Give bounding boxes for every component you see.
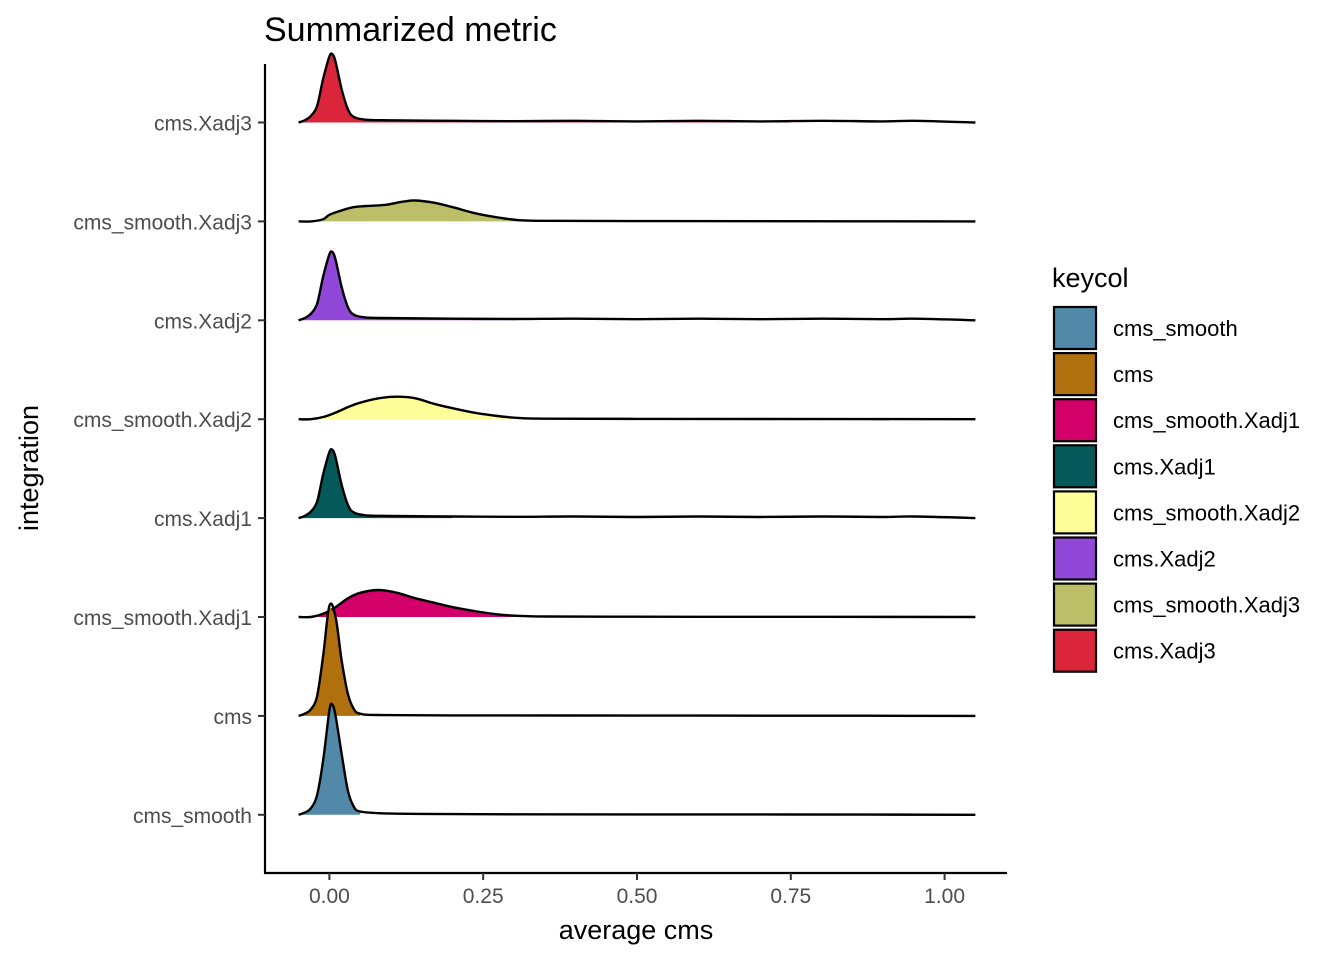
ridge-line-cms-xadj2 [298,250,976,322]
y-ticks: cms_smooth cms cms_smooth.Xadj1 cms.Xadj1 cm… [73,113,265,828]
legend-label-cms-xadj2: cms.Xadj2 [1113,547,1216,572]
ridge-fill-cms-smooth-xadj2 [298,396,521,420]
ridge-cms [298,602,976,718]
x-tick-label-0: 0.00 [309,885,350,908]
x-tick-label-1: 0.25 [463,885,504,908]
x-tick-label-2: 0.50 [617,885,658,908]
ridge-line-cms [298,602,976,718]
y-tick-label-cms-smooth-xadj2: cms_smooth.Xadj2 [73,409,252,432]
legend-swatch-cms-smooth [1052,305,1098,351]
legend-swatch-cms-smooth-xadj2 [1052,490,1098,535]
y-tick-label-cms-xadj1: cms.Xadj1 [154,508,252,531]
ridge-fill-cms-smooth [298,704,361,815]
ridge-cms-xadj1 [298,447,976,520]
y-tick-label-cms-xadj2: cms.Xadj2 [154,310,252,333]
ridge-fill-cms-xadj2 [298,252,514,321]
ridge-fill-cms-smooth-xadj3 [298,200,521,222]
ridge-line-cms-smooth-xadj2 [298,395,976,421]
ridge-cms-smooth-xadj2 [298,395,976,421]
ridge-line-cms-smooth [298,702,976,816]
y-axis-label: integration [14,405,44,531]
legend-label-cms-xadj3: cms.Xadj3 [1113,639,1216,664]
ridge-fill-cms-xadj3 [298,54,791,123]
ridge-line-cms-xadj3 [298,52,976,124]
legend-swatch-cms-xadj1 [1052,444,1098,489]
ridge-cms-xadj2 [298,250,976,322]
legend-label-cms-smooth-xadj1: cms_smooth.Xadj1 [1113,408,1300,433]
y-tick-label-cms-smooth-xadj1: cms_smooth.Xadj1 [73,607,252,630]
x-axis-label: average cms [559,915,714,945]
ridge-line-cms-xadj1 [298,447,976,520]
ridges-layer [298,52,976,816]
legend-swatch-cms-smooth-xadj1 [1052,398,1098,443]
legend-swatch-cms-xadj2 [1052,536,1098,581]
ridge-cms-smooth-xadj1 [298,588,976,619]
legend-swatch-cms-smooth-xadj3 [1052,582,1098,627]
legend-title: keycol [1052,263,1129,293]
y-tick-label-cms-smooth-xadj3: cms_smooth.Xadj3 [73,211,252,234]
ridge-fill-cms [298,605,361,716]
ridge-line-cms-smooth-xadj1 [298,588,976,619]
chart-title: Summarized metric [264,11,557,49]
ridge-cms-smooth [298,702,976,816]
ridge-line-cms-smooth-xadj3 [298,199,976,223]
x-tick-label-4: 1.00 [924,885,965,908]
legend-label-cms-smooth-xadj2: cms_smooth.Xadj2 [1113,500,1300,525]
y-tick-label-cms-smooth: cms_smooth [133,805,252,828]
legend-label-cms-smooth-xadj3: cms_smooth.Xadj3 [1113,593,1300,618]
legend-label-cms-smooth: cms_smooth [1113,316,1238,341]
legend-swatch-cms [1052,352,1098,397]
legend-label-cms-xadj1: cms.Xadj1 [1113,454,1216,479]
ridge-cms-smooth-xadj3 [298,199,976,223]
legend-swatch-cms-xadj3 [1052,628,1098,673]
x-tick-label-3: 0.75 [770,885,811,908]
ridge-cms-xadj3 [298,52,976,124]
legend-label-cms: cms [1113,362,1153,387]
y-tick-label-cms-xadj3: cms.Xadj3 [154,113,252,136]
y-tick-label-cms: cms [214,706,253,729]
x-ticks: 0.00 0.25 0.50 0.75 1.00 [309,873,965,908]
